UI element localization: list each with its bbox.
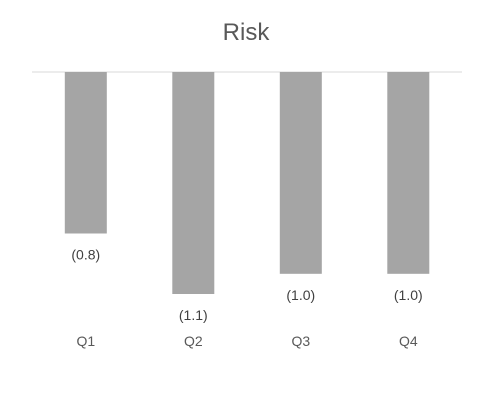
data-label-q3: (1.0) — [286, 287, 315, 303]
data-label-q2: (1.1) — [179, 307, 208, 323]
chart-title: Risk — [223, 19, 271, 46]
tick-labels-group: Q1 Q2 Q3 Q4 — [76, 333, 417, 349]
bar-q1 — [64, 72, 107, 234]
bar-q2 — [172, 72, 215, 294]
tick-label-q4: Q4 — [399, 333, 418, 349]
data-label-q4: (1.0) — [394, 287, 423, 303]
bar-q3 — [279, 72, 322, 274]
tick-label-q3: Q3 — [291, 333, 310, 349]
data-labels-group: (0.8) (1.1) (1.0) (1.0) — [71, 247, 422, 324]
tick-label-q1: Q1 — [76, 333, 95, 349]
bar-q4 — [387, 72, 430, 274]
bars-group — [64, 72, 430, 294]
data-label-q1: (0.8) — [71, 247, 100, 263]
tick-label-q2: Q2 — [184, 333, 203, 349]
